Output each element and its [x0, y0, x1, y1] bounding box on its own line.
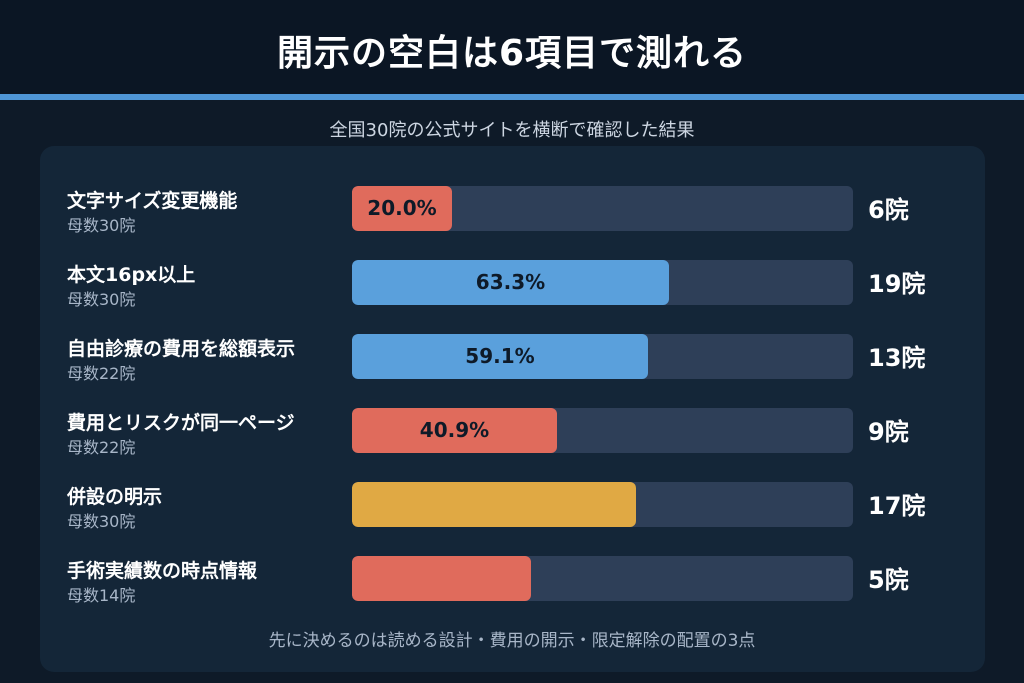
- header: 開示の空白は6項目で測れる: [0, 0, 1024, 96]
- bar-fill: [352, 334, 648, 379]
- accent-divider: [0, 94, 1024, 100]
- bar-row: 併設の明示母数30院 17院: [40, 482, 985, 532]
- bar-base-label: 母数22院: [67, 364, 136, 383]
- bar-fill: [352, 260, 669, 305]
- bar-base-label: 母数30院: [67, 290, 136, 309]
- bar-count-label: 17院: [868, 492, 926, 520]
- bar-fill: [352, 408, 557, 453]
- bar-fill: [352, 556, 531, 601]
- bar-category-label: 本文16px以上: [67, 264, 196, 286]
- bar-category-label: 文字サイズ変更機能: [67, 190, 238, 212]
- bar-row: 費用とリスクが同一ページ 母数22院 40.9% 9院: [40, 408, 985, 458]
- bar-base-label: 母数22院: [67, 438, 136, 457]
- bar-base-label: 母数30院: [67, 512, 136, 531]
- bar-percent-label: 59.1%: [465, 344, 535, 368]
- bar-row: 自由診療の費用を総額表示 母数22院 59.1% 13院: [40, 334, 985, 384]
- bar-category-label: 自由診療の費用を総額表示: [67, 338, 296, 360]
- bar-count-label: 19院: [868, 270, 926, 298]
- page-title: 開示の空白は6項目で測れる: [276, 33, 748, 74]
- bar-track: 20.0%: [352, 186, 853, 231]
- chart-panel: 文字サイズ変更機能 母数30院 20.0% 6院本文16px以上 母数30院 63.3% 1…: [40, 146, 985, 672]
- bar-track: [352, 556, 853, 601]
- bar-row: 文字サイズ変更機能 母数30院 20.0% 6院: [40, 186, 985, 236]
- bar-base-label: 母数14院: [67, 586, 136, 605]
- bar-count-label: 13院: [868, 344, 926, 372]
- bar-fill: [352, 482, 636, 527]
- bar-fill: [352, 186, 452, 231]
- bar-percent-label: 40.9%: [419, 418, 490, 442]
- page-subtitle: 全国30院の公式サイトを横断で確認した結果: [329, 120, 695, 141]
- bar-percent-label: 63.3%: [475, 270, 546, 294]
- bar-count-label: 6院: [868, 196, 909, 224]
- bar-count-label: 5院: [868, 566, 909, 594]
- bar-category-label: 併設の明示: [67, 486, 163, 508]
- bar-track: 40.9%: [352, 408, 853, 453]
- bar-percent-label: 20.0%: [367, 196, 437, 220]
- bar-category-label: 手術実績数の時点情報: [67, 560, 258, 582]
- bar-track: 59.1%: [352, 334, 853, 379]
- bar-count-label: 9院: [868, 418, 909, 446]
- bar-track: [352, 482, 853, 527]
- bar-row: 本文16px以上 母数30院 63.3% 19院: [40, 260, 985, 310]
- footer-note: 先に決めるのは読める設計・費用の開示・限定解除の配置の3点: [268, 631, 756, 651]
- bar-category-label: 費用とリスクが同一ページ: [67, 412, 295, 434]
- bar-track: 63.3%: [352, 260, 853, 305]
- bar-row: 手術実績数の時点情報 母数14院 5院: [40, 556, 985, 606]
- bar-base-label: 母数30院: [67, 216, 136, 235]
